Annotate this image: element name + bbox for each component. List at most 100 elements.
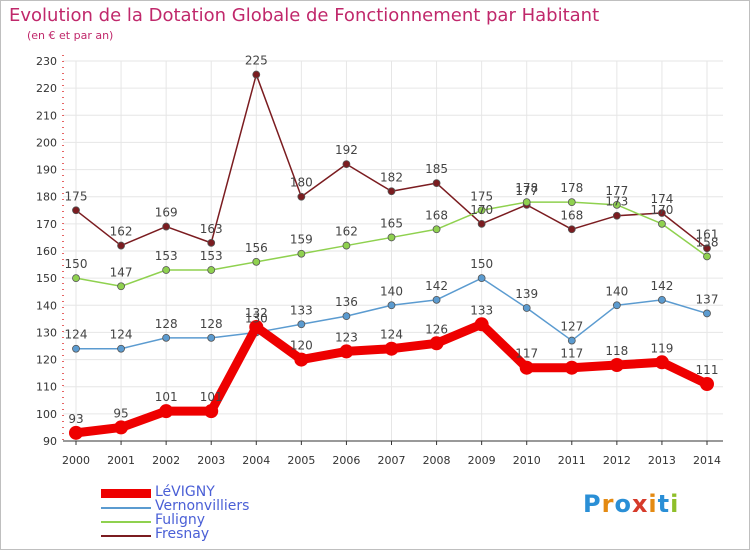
data-label: 169 [155,206,178,220]
data-label: 147 [110,265,133,279]
data-label: 162 [335,225,358,239]
data-label: 124 [65,328,88,342]
data-point [387,187,396,196]
data-label: 175 [65,189,88,203]
data-point [339,344,354,359]
data-point [567,198,576,207]
data-label: 156 [245,241,268,255]
data-point [117,344,125,353]
data-label: 117 [560,347,583,361]
data-label: 185 [425,162,448,176]
x-tick-label: 2004 [242,454,270,467]
data-point [703,252,711,261]
series-lines [69,70,714,440]
data-label: 150 [470,257,493,271]
logo-letter: P [583,490,602,518]
data-label: 163 [200,222,223,236]
data-point [159,404,174,419]
data-point [162,333,171,342]
data-label: 153 [155,249,178,263]
data-label: 137 [696,292,719,306]
data-point [114,420,129,435]
data-label: 158 [696,235,719,249]
data-label: 117 [515,347,538,361]
y-tick-label: 90 [43,435,57,448]
y-tick-label: 160 [36,245,57,258]
legend-label: Vernonvilliers [155,498,250,514]
data-label: 118 [605,344,628,358]
legend-label: LéVIGNY [155,484,215,500]
data-point [658,295,666,304]
x-tick-label: 2014 [693,454,721,467]
chart-subtitle: (en € et par an) [27,29,114,42]
data-label: 173 [605,195,628,209]
data-point [432,295,441,304]
data-point [387,233,396,242]
data-point [72,344,80,353]
data-label: 139 [515,287,538,301]
data-point [567,336,576,345]
data-point [522,304,531,312]
data-label: 128 [200,317,223,331]
data-label: 159 [290,233,313,247]
data-point [564,360,579,375]
data-point [297,320,306,329]
data-point [477,219,486,228]
data-label: 161 [696,227,719,241]
data-label: 133 [470,303,493,317]
data-label: 170 [650,203,673,217]
data-label: 170 [470,203,493,217]
data-point [72,274,80,283]
data-label: 165 [380,216,403,230]
data-label: 123 [335,330,358,344]
axes: 90 100 110 120 130 140 150 160 170 180 190 200 210 22… [36,55,723,467]
data-point [294,352,309,367]
data-point [703,244,711,253]
data-point [658,209,666,217]
y-tick-label: 190 [36,164,57,177]
chart-title: Evolution de la Dotation Globale de Fonc… [9,5,600,26]
logo-letter: x [631,490,649,518]
data-label: 142 [425,279,448,293]
data-label: 119 [650,341,673,355]
data-label: 130 [245,311,268,325]
data-point [522,198,531,207]
x-tick-label: 2002 [152,454,180,467]
data-label: 177 [515,184,538,198]
x-tick-label: 2003 [197,454,225,467]
logo-letter: o [614,490,632,518]
y-tick-label: 210 [36,109,57,122]
data-point [252,70,261,79]
data-point [384,341,399,356]
logo-letter: i [670,490,680,518]
data-label: 174 [650,192,673,206]
data-point [204,404,219,419]
data-point [432,225,441,234]
y-tick-label: 180 [36,191,57,204]
data-label: 120 [290,339,313,353]
logo-letter: i [648,490,658,518]
data-point [567,225,576,234]
data-label: 225 [245,54,268,68]
data-label: 128 [155,317,178,331]
y-tick-label: 220 [36,82,57,95]
data-label: 140 [605,284,628,298]
x-tick-label: 2000 [62,454,90,467]
x-tick-label: 2011 [558,454,586,467]
legend-swatch [101,507,151,509]
data-point [519,360,534,375]
data-label: 124 [380,328,403,342]
data-point [342,241,351,250]
data-point [207,333,216,342]
data-point [297,249,306,258]
data-point [249,320,264,334]
data-point [252,257,261,266]
data-point [432,179,441,188]
data-point [69,425,83,440]
y-tick-label: 110 [36,381,57,394]
data-point [477,206,486,215]
data-label: 153 [200,249,223,263]
legend-swatch [101,489,151,498]
